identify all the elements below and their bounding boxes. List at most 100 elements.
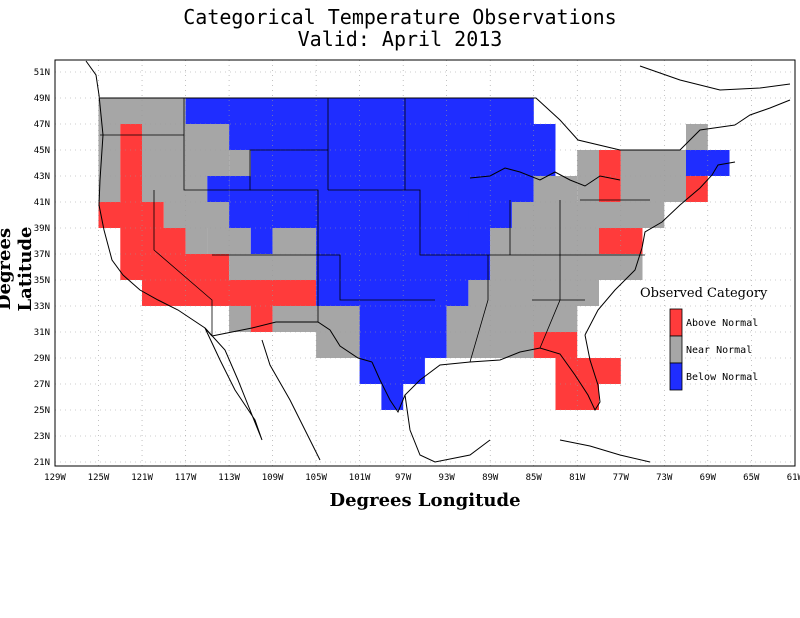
- y-tick-label: 47N: [34, 120, 50, 130]
- category-cell-near: [229, 306, 251, 332]
- baja-peninsula: [204, 327, 263, 441]
- category-cell-below: [316, 254, 491, 280]
- legend-label: Above Normal: [686, 318, 758, 329]
- category-cell-near: [620, 150, 687, 176]
- mexico-coast-west: [261, 339, 321, 461]
- category-cell-near: [142, 150, 229, 176]
- category-cell-above: [120, 150, 143, 176]
- category-cell-near: [185, 228, 208, 254]
- category-cell-near: [577, 176, 599, 202]
- y-tick-label: 39N: [34, 224, 50, 234]
- cuba: [559, 439, 651, 463]
- category-cell-below: [229, 176, 534, 202]
- x-tick-label: 109W: [262, 473, 284, 483]
- category-cell-near: [446, 306, 578, 332]
- x-tick-label: 117W: [175, 473, 197, 483]
- atlantic-coastline: [584, 161, 736, 336]
- legend-title: Observed Category: [640, 286, 768, 301]
- x-tick-label: 77W: [613, 473, 630, 483]
- x-tick-label: 93W: [439, 473, 456, 483]
- x-tick-label: 125W: [88, 473, 110, 483]
- category-cell-near: [512, 202, 665, 228]
- great-lakes: [469, 167, 621, 187]
- labrador-coast: [734, 99, 791, 126]
- category-cell-below: [250, 150, 556, 176]
- x-tick-label: 105W: [305, 473, 327, 483]
- x-tick-label: 85W: [526, 473, 543, 483]
- category-cell-above: [599, 176, 621, 202]
- category-cell-above: [686, 176, 708, 202]
- y-tick-label: 29N: [34, 354, 50, 364]
- category-cell-near: [490, 228, 599, 254]
- us-coastline-west: [85, 60, 213, 337]
- category-cell-above: [555, 384, 599, 410]
- legend-label: Near Normal: [686, 345, 752, 356]
- category-cell-above: [250, 306, 273, 332]
- y-tick-label: 25N: [34, 406, 50, 416]
- y-tick-label: 31N: [34, 328, 50, 338]
- category-cell-below: [316, 280, 469, 306]
- x-tick-label: 81W: [569, 473, 586, 483]
- y-tick-label: 51N: [34, 68, 50, 78]
- y-tick-label: 33N: [34, 302, 50, 312]
- y-tick-label: 43N: [34, 172, 50, 182]
- category-cell-near: [142, 176, 208, 202]
- category-cell-near: [272, 306, 360, 332]
- y-axis-ticks: 51N 49N 47N 45N 43N 41N 39N 37N 35N 33N 31N 29N 27N 2…: [34, 68, 50, 468]
- y-tick-label: 23N: [34, 432, 50, 442]
- category-cell-below: [359, 358, 425, 384]
- y-tick-label: 41N: [34, 198, 50, 208]
- x-axis-ticks: 129W 125W 121W 117W 113W 109W 105W 101W 97W 93W 89…: [44, 473, 800, 483]
- legend-label: Below Normal: [686, 372, 758, 383]
- y-tick-label: 27N: [34, 380, 50, 390]
- category-cell-above: [120, 124, 143, 150]
- category-cell-near: [620, 176, 687, 202]
- category-cell-above: [142, 280, 317, 306]
- legend-swatch: [669, 308, 683, 337]
- state-borders: [100, 98, 650, 363]
- y-tick-label: 49N: [34, 94, 50, 104]
- mexico-coast-east: [404, 394, 491, 463]
- x-tick-label: 61W: [787, 473, 800, 483]
- x-tick-label: 121W: [131, 473, 153, 483]
- legend: Observed Category Above Normal Near Norma…: [640, 286, 768, 391]
- category-cell-above: [98, 202, 164, 228]
- legend-swatch: [669, 362, 683, 391]
- x-tick-label: 73W: [656, 473, 673, 483]
- x-tick-label: 97W: [395, 473, 412, 483]
- category-cell-near: [229, 254, 317, 280]
- legend-items: Above Normal Near Normal Below Normal: [669, 308, 758, 391]
- y-axis-title: Degrees Latitude: [0, 226, 36, 312]
- category-cell-near: [272, 228, 317, 254]
- legend-swatch: [669, 335, 683, 364]
- x-axis-title: Degrees Longitude: [329, 490, 521, 511]
- canada-border: [100, 97, 736, 151]
- y-tick-label: 35N: [34, 276, 50, 286]
- category-cell-below: [207, 176, 230, 202]
- category-cell-near: [98, 150, 121, 176]
- category-cell-above: [599, 150, 621, 176]
- chart-subtitle: Valid: April 2013: [297, 27, 503, 51]
- x-tick-label: 129W: [44, 473, 66, 483]
- y-tick-label: 45N: [34, 146, 50, 156]
- plot-frame: [54, 59, 796, 467]
- category-cell-below: [229, 124, 556, 150]
- y-tick-label: 21N: [34, 458, 50, 468]
- category-cell-near: [468, 280, 599, 306]
- gulf-coastline: [371, 334, 601, 414]
- category-cell-near: [490, 254, 643, 280]
- category-cell-near: [163, 202, 230, 228]
- x-tick-label: 65W: [743, 473, 760, 483]
- category-cells: [98, 98, 730, 410]
- x-tick-label: 101W: [349, 473, 371, 483]
- category-cell-below: [250, 228, 273, 254]
- category-cell-above: [533, 332, 578, 358]
- x-tick-label: 69W: [700, 473, 717, 483]
- x-tick-label: 89W: [482, 473, 499, 483]
- category-cell-above: [120, 176, 143, 202]
- category-cell-near: [98, 124, 121, 150]
- category-cell-near: [142, 124, 229, 150]
- category-cell-below: [686, 150, 730, 176]
- category-cell-near: [686, 124, 708, 150]
